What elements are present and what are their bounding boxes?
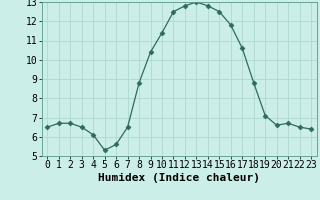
X-axis label: Humidex (Indice chaleur): Humidex (Indice chaleur) [98,173,260,183]
